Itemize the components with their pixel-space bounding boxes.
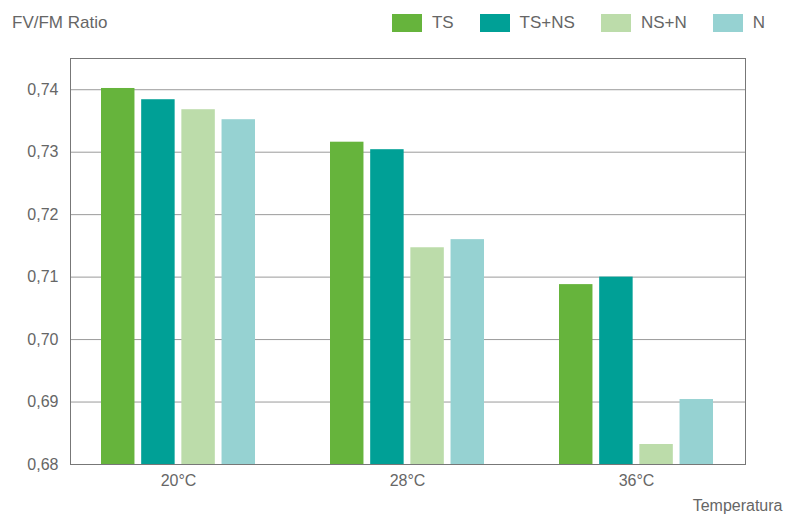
svg-text:0,69: 0,69 bbox=[27, 393, 58, 410]
svg-text:0,72: 0,72 bbox=[27, 206, 58, 223]
svg-text:0,68: 0,68 bbox=[27, 456, 58, 473]
html-text:FV/FM Ratio: FV/FM Ratio bbox=[12, 13, 108, 32]
html-text:TS+NS: TS+NS bbox=[519, 13, 575, 32]
svg-text:28°C: 28°C bbox=[390, 472, 426, 489]
svg-text:Temperatura: Temperatura bbox=[693, 497, 783, 514]
svg-text:36°C: 36°C bbox=[619, 472, 655, 489]
html-text:TS: TS bbox=[431, 13, 454, 32]
svg-text:0,71: 0,71 bbox=[27, 268, 58, 285]
svg-text:0,73: 0,73 bbox=[27, 143, 58, 160]
html-text:N: N bbox=[752, 13, 765, 32]
html-text:NS+N: NS+N bbox=[640, 13, 687, 32]
svg-text:20°C: 20°C bbox=[161, 472, 197, 489]
svg-text:0,74: 0,74 bbox=[27, 81, 58, 98]
svg-text:0,70: 0,70 bbox=[27, 331, 58, 348]
